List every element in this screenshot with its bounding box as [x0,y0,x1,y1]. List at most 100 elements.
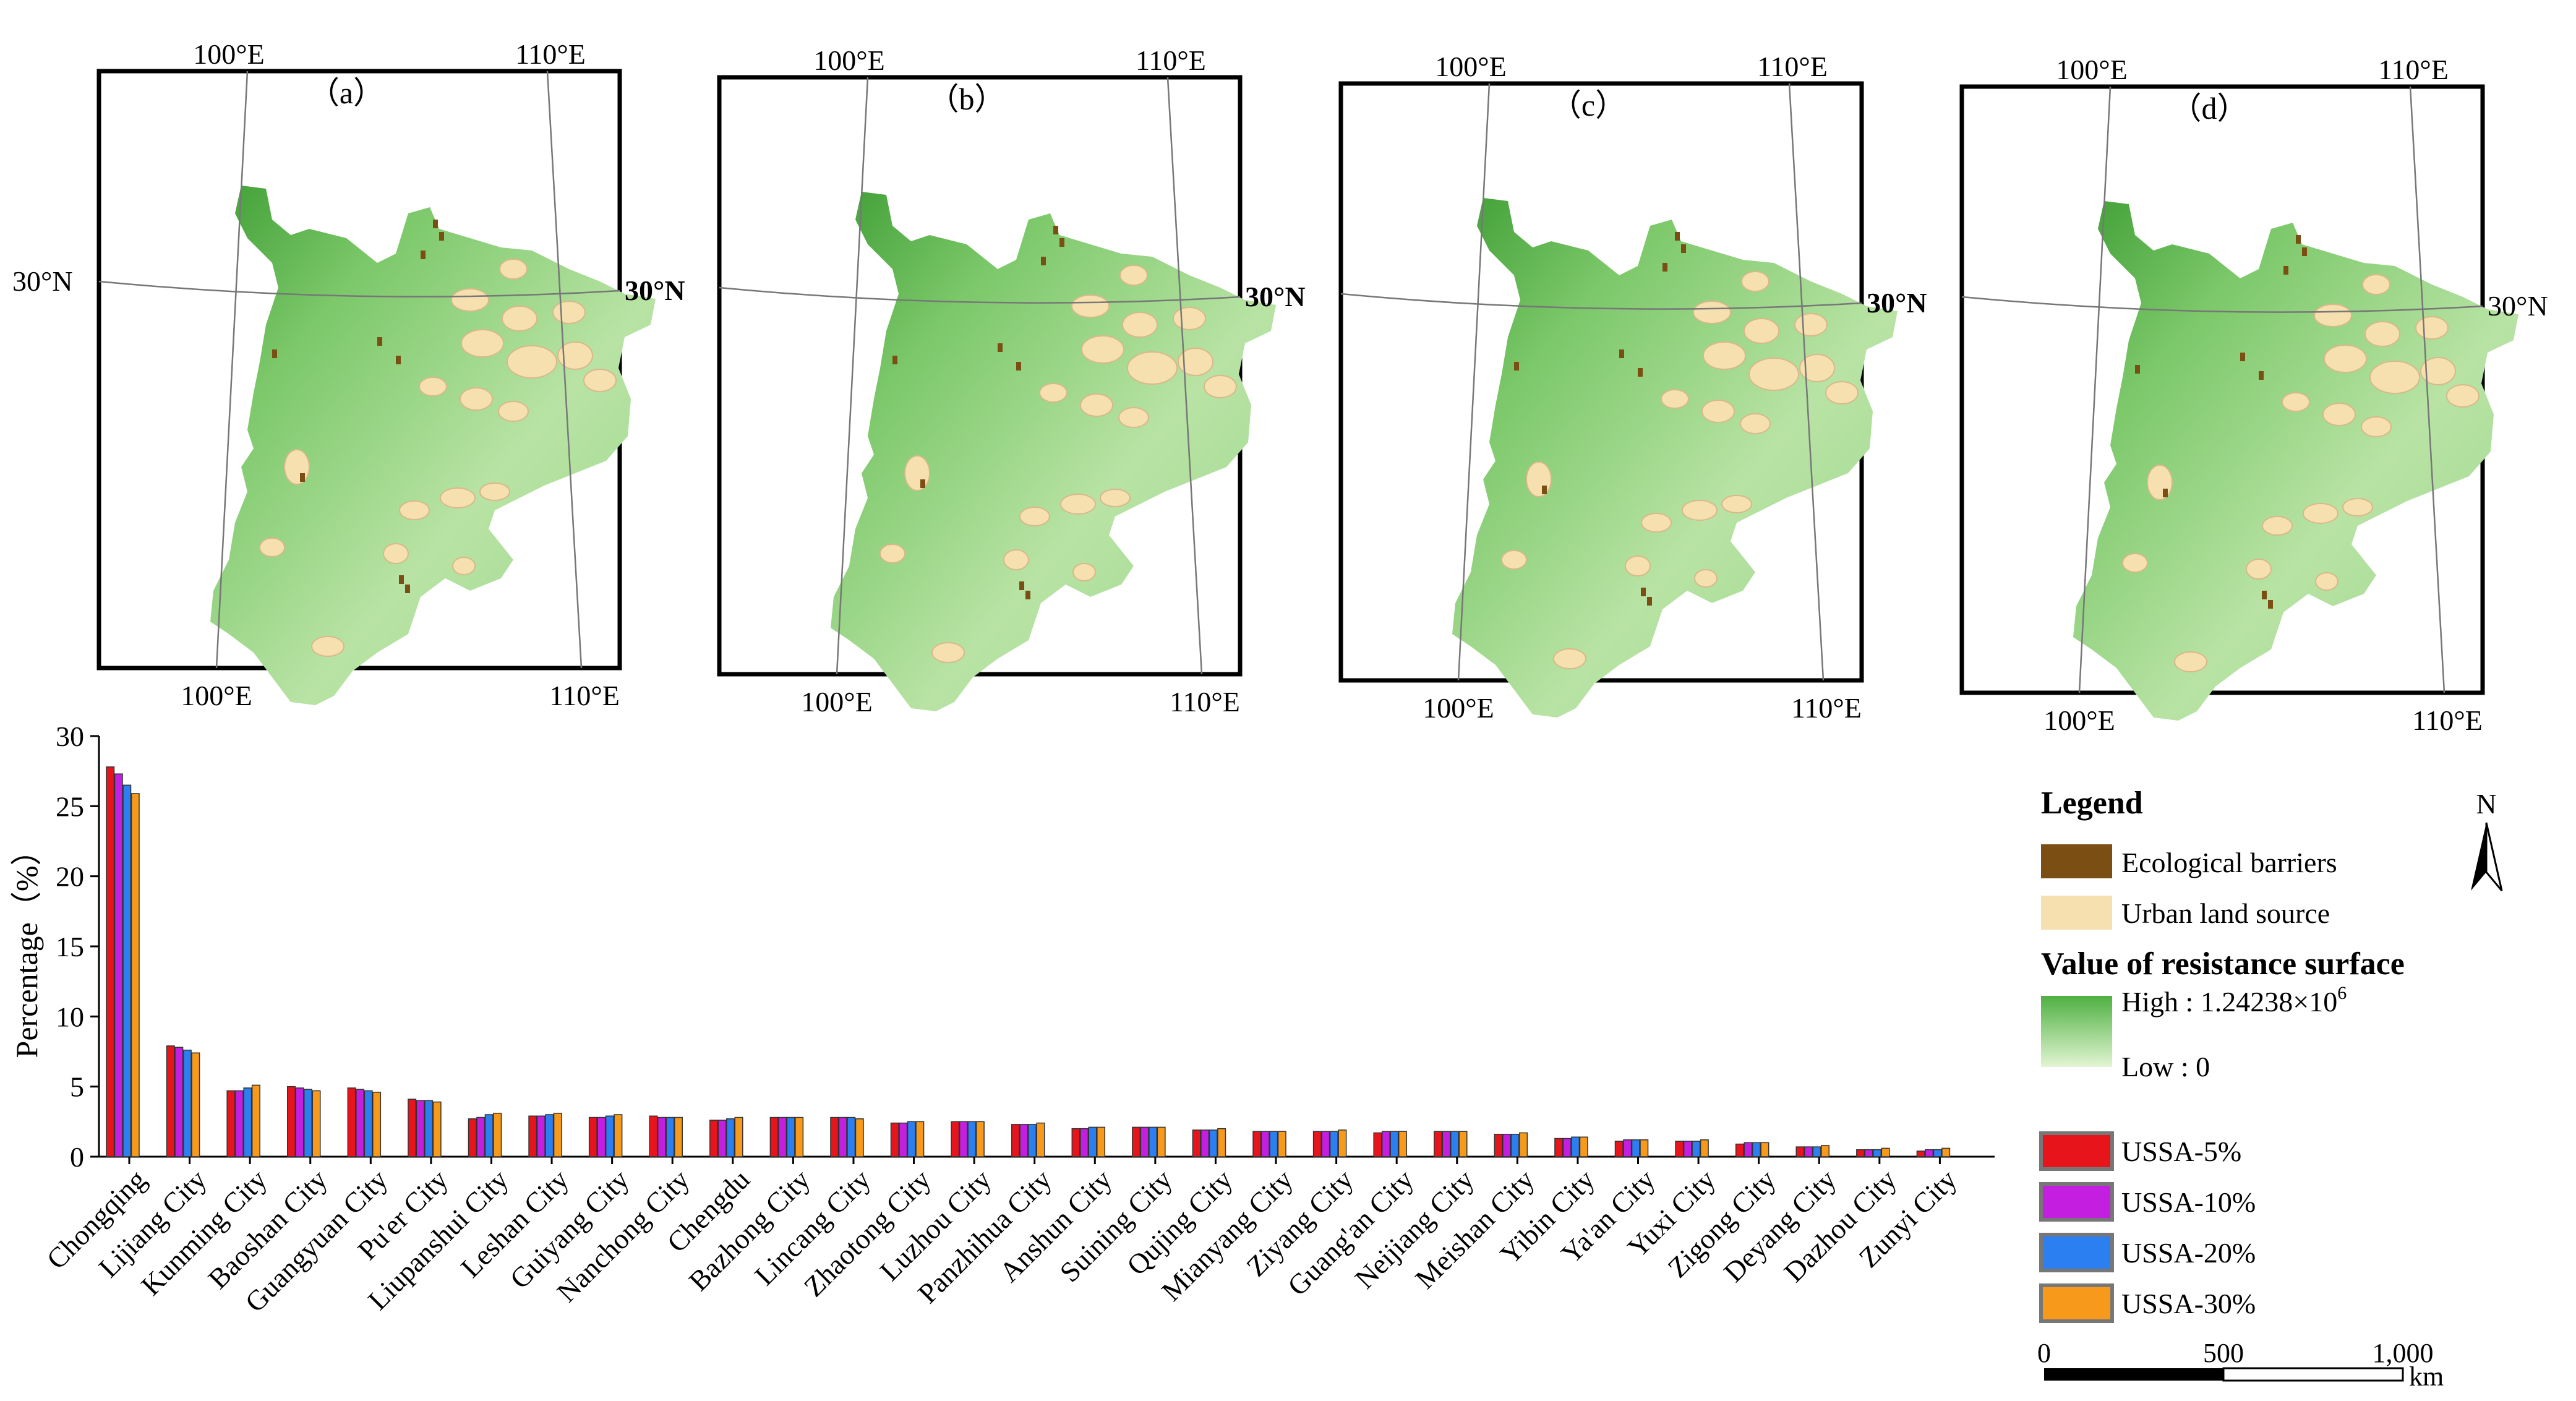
ecological-barrier-patch [377,337,382,346]
bar [286,1086,296,1157]
y-tick-label: 20 [56,861,84,893]
bar [416,1100,425,1157]
bar [174,1047,184,1157]
lon-label-top-110e: 110°E [515,38,586,70]
bar [1071,1128,1080,1157]
bar-group [166,1045,200,1157]
bar [1916,1150,1925,1157]
bar [1925,1149,1934,1157]
map-panel-d: （d） 100°E 110°E 100°E 110°E 30°N [1959,54,2548,736]
ecological-barrier-patch [272,349,277,358]
lon-label-top-100e: 100°E [193,38,265,70]
bar [1614,1141,1624,1157]
bar [251,1084,260,1157]
lon-label-bottom-110e: 110°E [1791,692,1862,724]
lon-label-bottom-100e: 100°E [2043,705,2115,736]
legend-series-swatch [2039,1131,2114,1171]
legend-high-exponent: 6 [2337,983,2347,1003]
legend-series-label: USSA-10% [2121,1186,2256,1218]
bar-group [1675,1139,1709,1157]
bar-group [1916,1147,1951,1157]
bar [1494,1133,1503,1157]
bar [1338,1129,1347,1157]
bar [106,766,115,1157]
bar [1458,1131,1468,1157]
north-label: N [2476,788,2496,820]
ecological-barrier-patch [1641,588,1646,596]
parallel-30n [1340,293,1862,310]
bar [1735,1143,1744,1157]
legend-series-swatch [2039,1283,2114,1323]
lon-label-bottom-100e: 100°E [181,680,252,711]
y-axis-label: Percentage（%） [9,835,44,1058]
legend-series-swatch [2039,1182,2114,1222]
bar [226,1090,236,1157]
bar [1804,1146,1813,1157]
bar [1675,1141,1684,1157]
bar [493,1112,502,1157]
bar [131,793,140,1157]
ecological-barrier-patch [399,575,404,584]
bar [709,1120,719,1157]
bar [1157,1126,1166,1157]
bar [1933,1149,1942,1157]
bar [1519,1132,1528,1157]
bar [967,1121,977,1157]
bar [855,1118,864,1157]
bar [1398,1131,1407,1157]
bar [1562,1138,1572,1157]
bar [1312,1131,1322,1157]
bar [191,1052,200,1157]
bar [614,1114,623,1157]
bar-group [226,1084,260,1157]
scalebar-unit: km [2409,1361,2444,1392]
bar [1277,1131,1286,1157]
bar [778,1116,787,1157]
bar [1260,1131,1270,1157]
bar [1795,1146,1805,1157]
bar [726,1118,735,1157]
bar [1571,1136,1580,1157]
bar [1381,1131,1390,1157]
bar-group [709,1116,743,1157]
lon-label-bottom-110e: 110°E [549,680,620,711]
bar [545,1114,554,1157]
lon-label-top-100e: 100°E [1435,51,1507,82]
bar [1329,1131,1338,1157]
bar [786,1116,795,1157]
bar-group [1132,1126,1166,1157]
bar [476,1116,486,1157]
bar [1019,1124,1029,1157]
bar-group [408,1099,442,1157]
ecological-barrier-patch [1675,232,1680,241]
ecological-barrier-patch [2163,489,2168,497]
bar [1821,1145,1830,1157]
lon-label-top-110e: 110°E [1136,45,1206,76]
legend-swatch-barriers [2041,844,2112,878]
bar [1692,1141,1701,1157]
legend-series-swatch [2039,1233,2114,1272]
ecological-barrier-patch [1619,349,1624,358]
y-tick-label: 30 [56,721,84,752]
bar [182,1049,192,1157]
ecological-barrier-patch [1542,486,1547,494]
ecological-barrier-patch [2135,365,2140,374]
bar [665,1116,675,1157]
bar-group [106,766,140,1157]
bar [907,1121,916,1157]
bar [1881,1147,1890,1157]
y-tick-label: 25 [56,790,84,822]
bar [1132,1126,1141,1157]
north-arrow-icon-half [2485,822,2503,891]
bar [243,1087,252,1157]
bar [1252,1131,1262,1157]
lat-label-left: 30°N [12,265,73,297]
ecological-barrier-patch [1025,591,1030,599]
map-region [2073,201,2518,721]
bar [1027,1124,1037,1157]
bar-group [1856,1147,1890,1157]
scalebar-black [2044,1368,2223,1381]
bar [1088,1126,1097,1157]
bar-group [1312,1129,1347,1157]
bar [975,1121,985,1157]
